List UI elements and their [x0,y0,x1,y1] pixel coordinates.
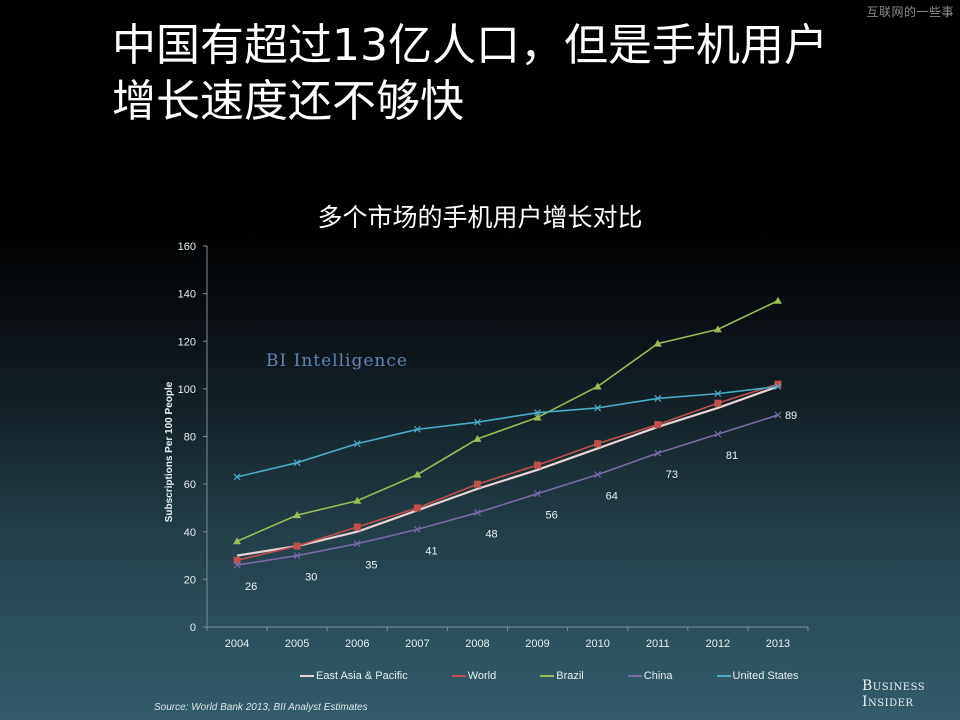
data-label: 89 [785,410,797,422]
chart-legend: East Asia & Pacific World Brazil China Unite… [300,670,843,682]
legend-swatch-icon [627,675,642,677]
y-tick-label: 100 [178,384,196,396]
legend-swatch-icon [716,675,731,677]
x-tick-label: 2004 [225,638,249,650]
legend-item: World [451,670,497,682]
bi-intelligence-watermark: BI Intelligence [266,351,408,371]
series-east-asia-pacific [236,385,779,557]
legend-label: World [467,670,497,682]
y-tick-label: 0 [190,622,196,634]
x-tick-label: 2009 [525,638,549,650]
series-brazil [233,296,782,545]
y-axis-title: Subscriptions Per 100 People [164,381,175,522]
legend-label: United States [732,670,799,682]
legend-item: East Asia & Pacific [300,670,408,682]
x-tick-label: 2010 [585,638,609,650]
data-label: 64 [606,491,618,503]
data-label: 41 [425,545,437,557]
legend-label: Brazil [556,670,584,682]
y-tick-label: 20 [184,574,196,586]
source-note: Source: World Bank 2013, BII Analyst Est… [154,702,368,713]
legend-swatch-icon [300,675,314,677]
data-label: 35 [365,560,377,572]
chart-series: 26 30 35 41 48 56 64 73 81 89 [233,296,797,593]
legend-label: China [643,670,673,682]
x-tick-label: 2013 [766,638,790,650]
brand-line-1: Business [862,678,926,694]
data-label: 73 [666,469,678,481]
x-tick-label: 2008 [465,638,489,650]
legend-item: China [627,670,673,682]
x-tick-label: 2011 [646,638,670,650]
series-united-states [233,383,782,481]
x-tick-label: 2012 [706,638,730,650]
data-label: 81 [726,450,738,462]
series-world [233,380,782,564]
legend-item: Brazil [540,670,584,682]
y-tick-label: 160 [178,241,196,253]
business-insider-logo: Business Insider [862,678,925,710]
y-tick-label: 140 [178,289,196,301]
y-tick-label: 80 [184,432,196,444]
legend-swatch-icon [540,675,555,677]
watermark-text: 互联网的一些事 [866,5,954,19]
y-tick-label: 40 [184,527,196,539]
series-china: 26 30 35 41 48 56 64 73 81 89 [233,410,797,593]
slide-title: 中国有超过13亿人口，但是手机用户 增长速度还不够快 [112,18,912,130]
legend-label: East Asia & Pacific [316,670,408,682]
x-tick-label: 2007 [405,638,429,650]
data-label: 48 [485,529,497,541]
x-tick-label: 2005 [285,638,309,650]
data-label: 56 [546,510,558,522]
legend-item: United States [716,670,799,682]
y-tick-label: 60 [184,479,196,491]
chart-axes: 0 20 40 60 80 100 120 140 160 2004 2005 2006 2007 200… [178,241,809,650]
slide-title-line-2: 增长速度还不够快 [112,76,464,127]
brand-line-2: Insider [862,694,914,710]
x-tick-label: 2006 [345,638,369,650]
chart-title: 多个市场的手机用户增长对比 [317,203,643,232]
data-label: 30 [305,572,317,584]
slide-title-line-1: 中国有超过13亿人口，但是手机用户 [112,20,828,71]
y-tick-label: 120 [178,336,196,348]
data-label: 26 [245,581,257,593]
legend-swatch-icon [451,675,466,677]
